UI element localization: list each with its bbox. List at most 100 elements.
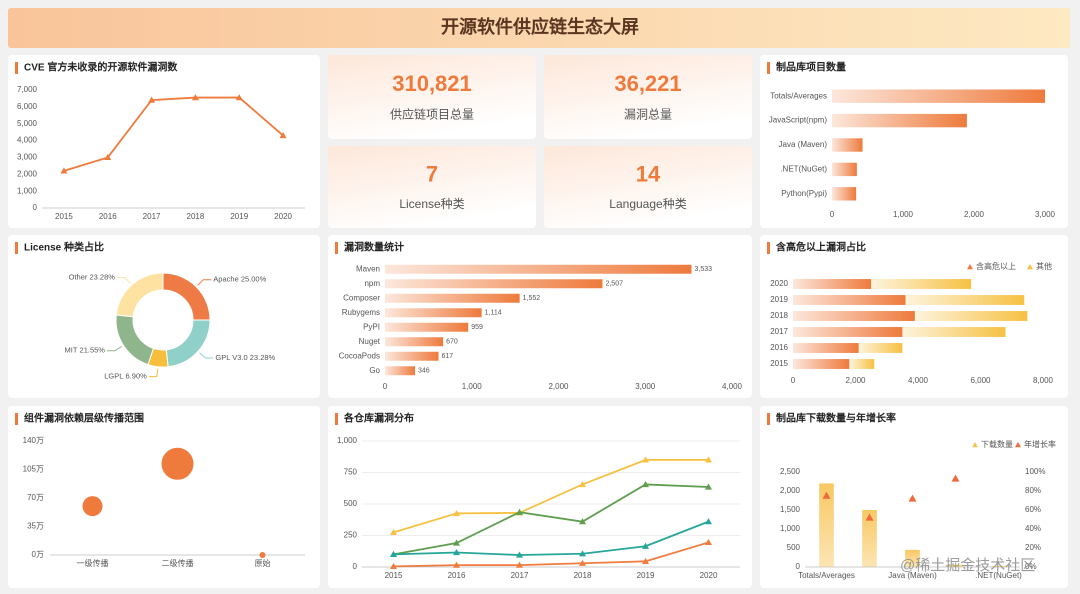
slice-name: Apache (213, 275, 238, 284)
bar (991, 565, 1006, 567)
bar (793, 295, 906, 305)
line-marker (453, 539, 460, 546)
panel-title-marker (767, 413, 770, 425)
x-tick-label: 8,000 (1033, 376, 1054, 385)
kpi-card (544, 146, 752, 228)
y-tick-label: 0% (1025, 562, 1037, 571)
line-marker (705, 538, 712, 546)
panel-title: 各仓库漏洞分布 (343, 412, 414, 425)
y-tick-label: Go (369, 366, 380, 375)
bar (385, 322, 469, 332)
x-tick-label: 2018 (574, 571, 592, 580)
y-tick-label: Nuget (359, 337, 381, 346)
bar (385, 351, 439, 361)
panel-title: 漏洞数量统计 (344, 241, 404, 254)
line-marker (642, 542, 649, 549)
kpi-label: Language种类 (609, 197, 686, 211)
bar (793, 279, 872, 289)
panel-title-marker (15, 242, 18, 254)
line-marker (235, 94, 243, 101)
kpi-value: 14 (636, 161, 661, 186)
value-label: 670 (446, 339, 458, 346)
line-series (393, 459, 709, 534)
y-tick-label: PyPI (363, 322, 380, 331)
bar (385, 366, 416, 376)
y-tick-label: 3,000 (17, 153, 38, 162)
line-marker (60, 167, 68, 174)
x-tick-label: 2,000 (548, 382, 569, 391)
line-marker (453, 561, 460, 568)
y-tick-label: 1,000 (17, 186, 38, 195)
x-tick-label: 0 (383, 382, 388, 391)
y-tick-label: 2019 (770, 295, 788, 304)
x-tick-label: 2,000 (964, 210, 985, 219)
y-tick-label: 2,000 (17, 169, 38, 178)
slice-value: 6.90% (126, 372, 148, 381)
x-tick-label: 二级传播 (162, 558, 194, 568)
panel-title: License 种类占比 (24, 241, 104, 254)
panel (760, 406, 1068, 588)
y-tick-label: 100% (1025, 467, 1045, 476)
y-tick-label: 2018 (770, 311, 788, 320)
bar (914, 311, 1028, 321)
y-tick-label: 0 (353, 562, 358, 571)
bubble (82, 496, 103, 517)
y-tick-label: 1,000 (780, 524, 801, 533)
legend-label: 含高危以上 (976, 261, 1016, 271)
value-label: 1,114 (485, 310, 502, 317)
line-marker (279, 132, 287, 139)
slice-value: 23.28% (250, 353, 276, 362)
panel (8, 406, 320, 588)
y-tick-label: 80% (1025, 486, 1041, 495)
header (8, 8, 1070, 48)
y-tick-label: 2,500 (780, 467, 801, 476)
bar (948, 564, 963, 567)
x-tick-label: Java (Maven) (888, 571, 937, 580)
value-label: 346 (418, 368, 430, 375)
y-tick-label: 35万 (27, 522, 44, 531)
y-tick-label: JavaScript(npm) (769, 116, 828, 125)
line-marker (516, 508, 523, 515)
x-tick-label: Totals/Averages (798, 571, 855, 580)
y-tick-label: 0 (796, 562, 801, 571)
slice-value: 25.00% (241, 275, 267, 284)
slice-label: Apache 25.00% (213, 275, 266, 284)
panel (8, 235, 320, 398)
bar (385, 264, 692, 274)
slice-label: LGPL 6.90% (104, 372, 147, 381)
panel-title: CVE 官方未收录的开源软件漏洞数 (24, 61, 178, 74)
bar (832, 138, 863, 152)
leader-line (106, 345, 122, 352)
slice-value: 23.28% (89, 273, 115, 282)
kpi-value: 7 (426, 161, 438, 186)
x-tick-label: 2019 (230, 212, 248, 221)
bar (793, 311, 915, 321)
legend-marker (1015, 442, 1021, 448)
line-marker (579, 559, 586, 566)
panel-title: 含高危以上漏洞占比 (776, 241, 866, 254)
slice-name: Other (69, 273, 88, 282)
bar (858, 343, 903, 353)
panel-title: 制品库项目数量 (776, 61, 846, 74)
y-tick-label: Python(Pypi) (781, 189, 827, 198)
line-marker (705, 456, 712, 463)
legend-label: 年增长率 (1024, 439, 1056, 449)
donut-slice (115, 272, 164, 318)
y-tick-label: Maven (356, 264, 380, 273)
x-tick-label: 2,000 (845, 376, 866, 385)
line-marker (705, 518, 712, 525)
bar (832, 187, 857, 201)
value-label: 2,507 (605, 281, 623, 288)
kpi-label: 漏洞总量 (624, 108, 672, 122)
bar (385, 337, 444, 347)
y-tick-label: .NET(NuGet) (780, 165, 827, 174)
value-label: 1,552 (523, 295, 541, 302)
x-tick-label: 3,000 (635, 382, 656, 391)
y-tick-label: 40% (1025, 524, 1041, 533)
x-tick-label: .NET(NuGet) (975, 571, 1022, 580)
slice-name: MIT (65, 346, 78, 355)
value-label: 3,533 (694, 266, 712, 273)
x-tick-label: 2019 (637, 571, 655, 580)
x-tick-label: 0 (830, 210, 835, 219)
x-tick-label: 3,000 (1035, 210, 1056, 219)
